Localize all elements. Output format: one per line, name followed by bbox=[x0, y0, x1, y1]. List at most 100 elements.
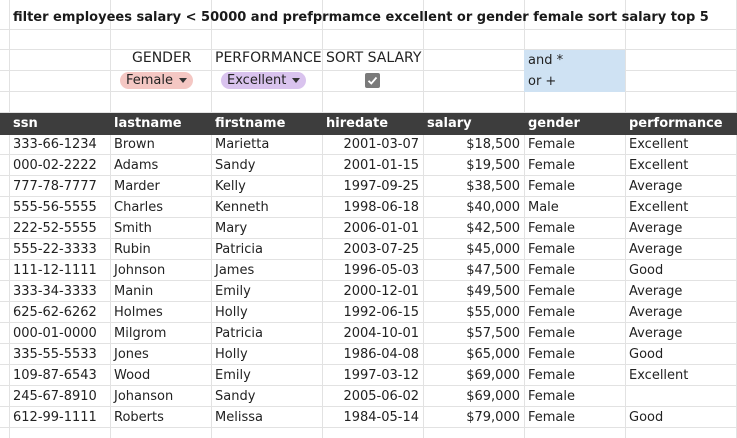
cell-gender[interactable]: Female bbox=[528, 221, 576, 236]
cell-gender[interactable]: Female bbox=[528, 389, 576, 404]
cell-firstname[interactable]: Kenneth bbox=[215, 200, 269, 215]
cell-performance[interactable]: Average bbox=[629, 179, 683, 194]
cell-hiredate[interactable]: 2001-03-07 bbox=[343, 137, 419, 152]
cell-firstname[interactable]: Emily bbox=[215, 284, 251, 299]
cell-hiredate[interactable]: 2003-07-25 bbox=[343, 242, 419, 257]
cell-performance[interactable]: Excellent bbox=[629, 368, 689, 383]
cell-salary[interactable]: $65,000 bbox=[466, 347, 520, 362]
cell-hiredate[interactable]: 1998-06-18 bbox=[343, 200, 419, 215]
cell-gender[interactable]: Male bbox=[528, 200, 559, 215]
cell-lastname[interactable]: Milgrom bbox=[114, 326, 167, 341]
cell-hiredate[interactable]: 2000-12-01 bbox=[343, 284, 419, 299]
cell-performance[interactable]: Excellent bbox=[629, 137, 689, 152]
cell-ssn[interactable]: 625-62-6262 bbox=[13, 305, 97, 320]
cell-gender[interactable]: Female bbox=[528, 347, 576, 362]
cell-firstname[interactable]: Holly bbox=[215, 305, 248, 320]
cell-performance[interactable]: Average bbox=[629, 284, 683, 299]
cell-gender[interactable]: Female bbox=[528, 137, 576, 152]
cell-salary[interactable]: $42,500 bbox=[466, 221, 520, 236]
cell-hiredate[interactable]: 1986-04-08 bbox=[343, 347, 419, 362]
cell-salary[interactable]: $79,000 bbox=[466, 410, 520, 425]
cell-gender[interactable]: Female bbox=[528, 242, 576, 257]
cell-gender[interactable]: Female bbox=[528, 368, 576, 383]
cell-lastname[interactable]: Adams bbox=[114, 158, 159, 173]
cell-gender[interactable]: Female bbox=[528, 305, 576, 320]
cell-ssn[interactable]: 333-66-1234 bbox=[13, 137, 97, 152]
cell-lastname[interactable]: Roberts bbox=[114, 410, 164, 425]
cell-lastname[interactable]: Johnson bbox=[114, 263, 166, 278]
cell-hiredate[interactable]: 1997-03-12 bbox=[343, 368, 419, 383]
cell-ssn[interactable]: 612-99-1111 bbox=[13, 410, 97, 425]
cell-ssn[interactable]: 777-78-7777 bbox=[13, 179, 97, 194]
cell-firstname[interactable]: Emily bbox=[215, 368, 251, 383]
cell-performance[interactable]: Good bbox=[629, 347, 664, 362]
cell-lastname[interactable]: Jones bbox=[114, 347, 149, 362]
cell-gender[interactable]: Female bbox=[528, 326, 576, 341]
cell-hiredate[interactable]: 2004-10-01 bbox=[343, 326, 419, 341]
cell-gender[interactable]: Female bbox=[528, 284, 576, 299]
cell-firstname[interactable]: Mary bbox=[215, 221, 248, 236]
cell-ssn[interactable]: 333-34-3333 bbox=[13, 284, 97, 299]
cell-salary[interactable]: $19,500 bbox=[466, 158, 520, 173]
cell-lastname[interactable]: Johanson bbox=[114, 389, 174, 404]
cell-salary[interactable]: $69,000 bbox=[466, 389, 520, 404]
cell-performance[interactable]: Good bbox=[629, 410, 664, 425]
cell-performance[interactable]: Excellent bbox=[629, 200, 689, 215]
cell-lastname[interactable]: Smith bbox=[114, 221, 152, 236]
cell-salary[interactable]: $69,000 bbox=[466, 368, 520, 383]
cell-hiredate[interactable]: 2005-06-02 bbox=[343, 389, 419, 404]
performance-dropdown[interactable]: Excellent bbox=[221, 72, 307, 89]
cell-performance[interactable]: Average bbox=[629, 221, 683, 236]
cell-firstname[interactable]: Sandy bbox=[215, 158, 256, 173]
cell-gender[interactable]: Female bbox=[528, 158, 576, 173]
cell-hiredate[interactable]: 1997-09-25 bbox=[343, 179, 419, 194]
cell-lastname[interactable]: Brown bbox=[114, 137, 155, 152]
cell-firstname[interactable]: Holly bbox=[215, 347, 248, 362]
cell-firstname[interactable]: Melissa bbox=[215, 410, 263, 425]
cell-performance[interactable]: Average bbox=[629, 242, 683, 257]
cell-salary[interactable]: $40,000 bbox=[466, 200, 520, 215]
or-cell[interactable]: or + bbox=[524, 71, 625, 92]
cell-lastname[interactable]: Rubin bbox=[114, 242, 151, 257]
cell-hiredate[interactable]: 1996-05-03 bbox=[343, 263, 419, 278]
cell-firstname[interactable]: Marietta bbox=[215, 137, 270, 152]
cell-performance[interactable]: Good bbox=[629, 263, 664, 278]
cell-lastname[interactable]: Wood bbox=[114, 368, 151, 383]
cell-firstname[interactable]: Kelly bbox=[215, 179, 246, 194]
cell-gender[interactable]: Female bbox=[528, 410, 576, 425]
cell-lastname[interactable]: Marder bbox=[114, 179, 160, 194]
cell-firstname[interactable]: Patricia bbox=[215, 242, 264, 257]
cell-salary[interactable]: $49,500 bbox=[466, 284, 520, 299]
cell-firstname[interactable]: James bbox=[215, 263, 255, 278]
and-cell[interactable]: and * bbox=[524, 50, 625, 71]
cell-salary[interactable]: $57,500 bbox=[466, 326, 520, 341]
cell-salary[interactable]: $47,500 bbox=[466, 263, 520, 278]
cell-salary[interactable]: $55,000 bbox=[466, 305, 520, 320]
cell-lastname[interactable]: Manin bbox=[114, 284, 154, 299]
cell-gender[interactable]: Female bbox=[528, 263, 576, 278]
cell-ssn[interactable]: 000-01-0000 bbox=[13, 326, 97, 341]
gender-dropdown[interactable]: Female bbox=[120, 72, 194, 89]
cell-hiredate[interactable]: 2001-01-15 bbox=[343, 158, 419, 173]
cell-salary[interactable]: $38,500 bbox=[466, 179, 520, 194]
sort-salary-checkbox[interactable] bbox=[365, 73, 380, 88]
cell-ssn[interactable]: 109-87-6543 bbox=[13, 368, 97, 383]
cell-ssn[interactable]: 111-12-1111 bbox=[13, 263, 97, 278]
cell-performance[interactable]: Average bbox=[629, 305, 683, 320]
cell-firstname[interactable]: Patricia bbox=[215, 326, 264, 341]
cell-hiredate[interactable]: 1992-06-15 bbox=[343, 305, 419, 320]
cell-lastname[interactable]: Holmes bbox=[114, 305, 163, 320]
cell-ssn[interactable]: 335-55-5533 bbox=[13, 347, 97, 362]
cell-ssn[interactable]: 555-56-5555 bbox=[13, 200, 97, 215]
cell-gender[interactable]: Female bbox=[528, 179, 576, 194]
cell-hiredate[interactable]: 1984-05-14 bbox=[343, 410, 419, 425]
cell-ssn[interactable]: 245-67-8910 bbox=[13, 389, 97, 404]
cell-ssn[interactable]: 000-02-2222 bbox=[13, 158, 97, 173]
cell-performance[interactable]: Average bbox=[629, 326, 683, 341]
cell-ssn[interactable]: 555-22-3333 bbox=[13, 242, 97, 257]
cell-salary[interactable]: $45,000 bbox=[466, 242, 520, 257]
cell-hiredate[interactable]: 2006-01-01 bbox=[343, 221, 419, 236]
cell-ssn[interactable]: 222-52-5555 bbox=[13, 221, 97, 236]
cell-lastname[interactable]: Charles bbox=[114, 200, 164, 215]
cell-firstname[interactable]: Sandy bbox=[215, 389, 256, 404]
